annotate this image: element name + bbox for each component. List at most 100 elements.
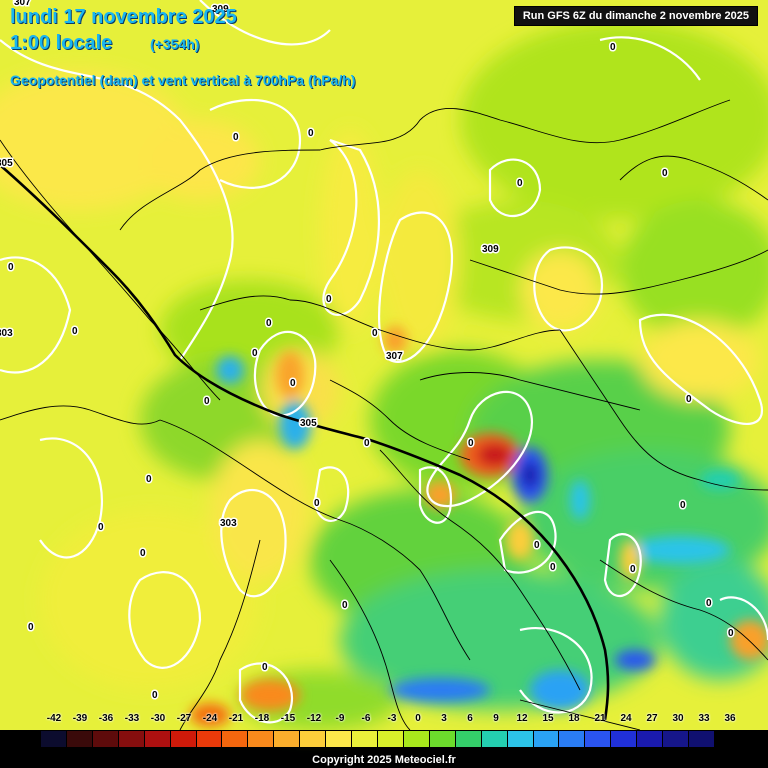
zero-contour — [253, 330, 317, 417]
zero-label: 0 — [252, 348, 258, 359]
border-line — [519, 699, 641, 731]
colorbar-label: -30 — [150, 713, 166, 724]
colorbar-label: 15 — [542, 713, 554, 724]
colorbar-labels: -42 -39 -36 -33 -30 -27 -24 -21 -18 -15 -12 -9 -6 -3 0… — [40, 713, 736, 729]
zero-label: 0 — [233, 132, 239, 143]
zero-label: 0 — [468, 438, 474, 449]
colorbar-swatch — [481, 731, 508, 747]
zero-label: 0 — [372, 328, 378, 339]
colorbar-label: 3 — [441, 713, 447, 724]
border-line — [329, 379, 471, 461]
field-cores — [190, 326, 768, 727]
colorbar-swatch — [352, 731, 378, 747]
colorbar-swatch — [403, 731, 430, 747]
colorbar-swatch — [92, 731, 119, 747]
colorbar-swatch — [507, 731, 534, 747]
colorbar-label: 9 — [493, 713, 499, 724]
zero-contour — [128, 571, 202, 669]
border-line — [469, 249, 768, 295]
colorbar-label: 36 — [724, 713, 736, 724]
colorbar-label: 30 — [672, 713, 684, 724]
zero-contour — [638, 313, 763, 425]
colorbar-label: 21 — [594, 713, 606, 724]
colorbar-label: -12 — [306, 713, 322, 724]
colorbar-label: 12 — [516, 713, 528, 724]
colorbar-swatch — [429, 731, 456, 747]
zero-contour — [199, 0, 331, 46]
colorbar-swatch — [585, 731, 612, 747]
zero-label: 0 — [266, 318, 272, 329]
zero-label: 0 — [550, 562, 556, 573]
border-line — [619, 155, 768, 201]
zero-contour — [498, 510, 557, 574]
colorbar-swatch — [533, 731, 560, 747]
colorbar-swatch — [170, 731, 197, 747]
zero-contour — [0, 256, 72, 374]
local-time: 1:00 locale — [10, 32, 113, 54]
colorbar-label: 24 — [620, 713, 632, 724]
colorbar-label: -6 — [361, 713, 371, 724]
zero-label-group: 0 0 0 0 0 0 0 0 0 0 0 0 0 0 0 0 0 0 0 0 … — [7, 41, 736, 703]
colorbar-swatch — [455, 731, 482, 747]
colorbar-label: -21 — [228, 713, 244, 724]
colorbar-label: -33 — [124, 713, 140, 724]
colorbar-swatch — [689, 731, 715, 747]
zero-label: 0 — [262, 662, 268, 673]
colorbar-swatch — [196, 731, 223, 747]
geopotential-label: 305 — [0, 158, 13, 169]
colorbar-label: 6 — [467, 713, 473, 724]
colorbar — [40, 730, 716, 748]
colorbar-label: 33 — [698, 713, 710, 724]
zero-contour — [603, 533, 642, 598]
colorbar-swatch — [300, 731, 327, 747]
colorbar-label: 0 — [415, 713, 421, 724]
zero-contour — [39, 437, 103, 559]
zero-contour — [719, 596, 768, 641]
forecast-date: lundi 17 novembre 2025 — [10, 6, 237, 28]
geopotential-label: 303 — [220, 518, 237, 529]
colorbar-label: -9 — [335, 713, 345, 724]
border-line — [159, 419, 471, 661]
colorbar-swatch — [274, 731, 301, 747]
colorbar-swatch — [118, 731, 145, 747]
border-line — [329, 559, 411, 731]
zero-contour — [519, 627, 593, 714]
geopotential-label: 307 — [386, 351, 403, 362]
colorbar-swatch — [144, 731, 171, 747]
border-line — [559, 329, 768, 491]
copyright-footer: Copyright 2025 Meteociel.fr — [312, 754, 456, 766]
zero-label: 0 — [98, 522, 104, 533]
border-line — [599, 559, 768, 661]
colorbar-label: -36 — [98, 713, 114, 724]
colorbar-label: -15 — [280, 713, 296, 724]
colorbar-label: 18 — [568, 713, 580, 724]
zero-contour — [418, 466, 453, 524]
zero-label: 0 — [662, 168, 668, 179]
isohypse — [0, 164, 610, 721]
zero-label: 0 — [146, 474, 152, 485]
zero-label: 0 — [314, 498, 320, 509]
zero-label: 0 — [534, 540, 540, 551]
colorbar-swatch — [559, 731, 586, 747]
border-line — [199, 295, 561, 351]
zero-label: 0 — [72, 326, 78, 337]
zero-label: 0 — [326, 294, 332, 305]
colorbar-label: -18 — [254, 713, 270, 724]
colorbar-swatch — [377, 731, 404, 747]
border-line — [419, 372, 641, 411]
zero-contour — [599, 36, 701, 81]
zero-contour — [209, 98, 302, 189]
zero-contour — [533, 246, 603, 332]
zero-label: 0 — [342, 600, 348, 611]
zero-contour — [322, 138, 381, 316]
lead-time: (+354h) — [150, 36, 200, 52]
colorbar-swatch — [41, 731, 67, 747]
zero-label: 0 — [290, 378, 296, 389]
zero-label: 0 — [140, 548, 146, 559]
colorbar-swatch — [637, 731, 664, 747]
border-line — [379, 449, 581, 691]
colorbar-swatch — [222, 731, 249, 747]
zero-label: 0 — [8, 262, 14, 273]
